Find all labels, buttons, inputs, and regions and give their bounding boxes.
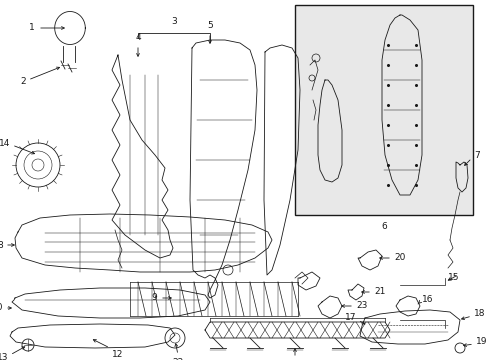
Text: 13: 13: [0, 352, 8, 360]
Text: 10: 10: [0, 303, 3, 312]
Text: 23: 23: [355, 302, 366, 310]
Text: 9: 9: [151, 293, 157, 302]
Text: 4: 4: [135, 33, 141, 42]
Text: 12: 12: [112, 350, 123, 359]
Text: 8: 8: [0, 240, 3, 249]
Text: 7: 7: [473, 152, 479, 161]
Text: 19: 19: [475, 338, 487, 346]
Text: 22: 22: [172, 358, 183, 360]
Text: 16: 16: [421, 296, 433, 305]
Text: 6: 6: [380, 222, 386, 231]
Text: 15: 15: [447, 274, 459, 283]
Text: 18: 18: [473, 310, 485, 319]
Text: 5: 5: [207, 21, 212, 30]
Text: 14: 14: [0, 139, 10, 148]
Text: 17: 17: [344, 314, 355, 323]
Text: 2: 2: [20, 77, 26, 86]
Text: 3: 3: [171, 17, 177, 26]
Bar: [294, 5, 472, 215]
Text: 20: 20: [393, 253, 405, 262]
Text: 21: 21: [373, 288, 385, 297]
Text: 1: 1: [29, 23, 35, 32]
